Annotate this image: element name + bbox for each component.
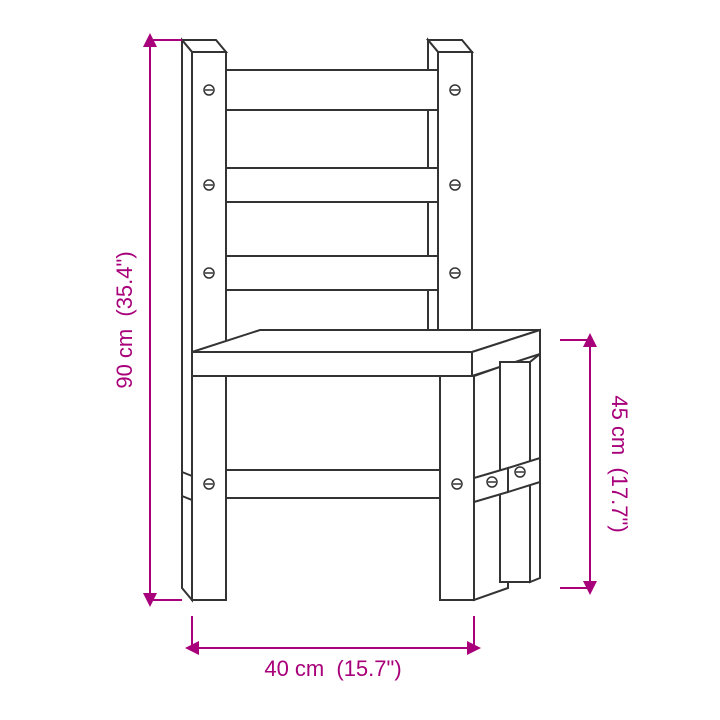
product-dimension-diagram: 90 cm (35.4") 45 cm (17.7") 40 cm (15.7"… <box>0 0 720 720</box>
svg-text:40 cm (15.7"): 40 cm (15.7") <box>264 656 401 681</box>
dim-total-height: 90 cm (35.4") <box>112 40 182 600</box>
dim-height-in: (35.4") <box>112 251 137 316</box>
dim-seat-cm: 45 cm <box>607 395 632 455</box>
svg-text:90 cm (35.4"): 90 cm (35.4") <box>112 251 137 388</box>
dim-width-in: (15.7") <box>336 656 401 681</box>
dim-seat-in: (17.7") <box>607 467 632 532</box>
dim-width-cm: 40 cm <box>264 656 324 681</box>
dim-width: 40 cm (15.7") <box>192 616 474 681</box>
dim-seat-height: 45 cm (17.7") <box>560 340 632 588</box>
dim-height-cm: 90 cm <box>112 329 137 389</box>
chair-drawing <box>182 40 540 600</box>
svg-text:45 cm (17.7"): 45 cm (17.7") <box>607 395 632 532</box>
